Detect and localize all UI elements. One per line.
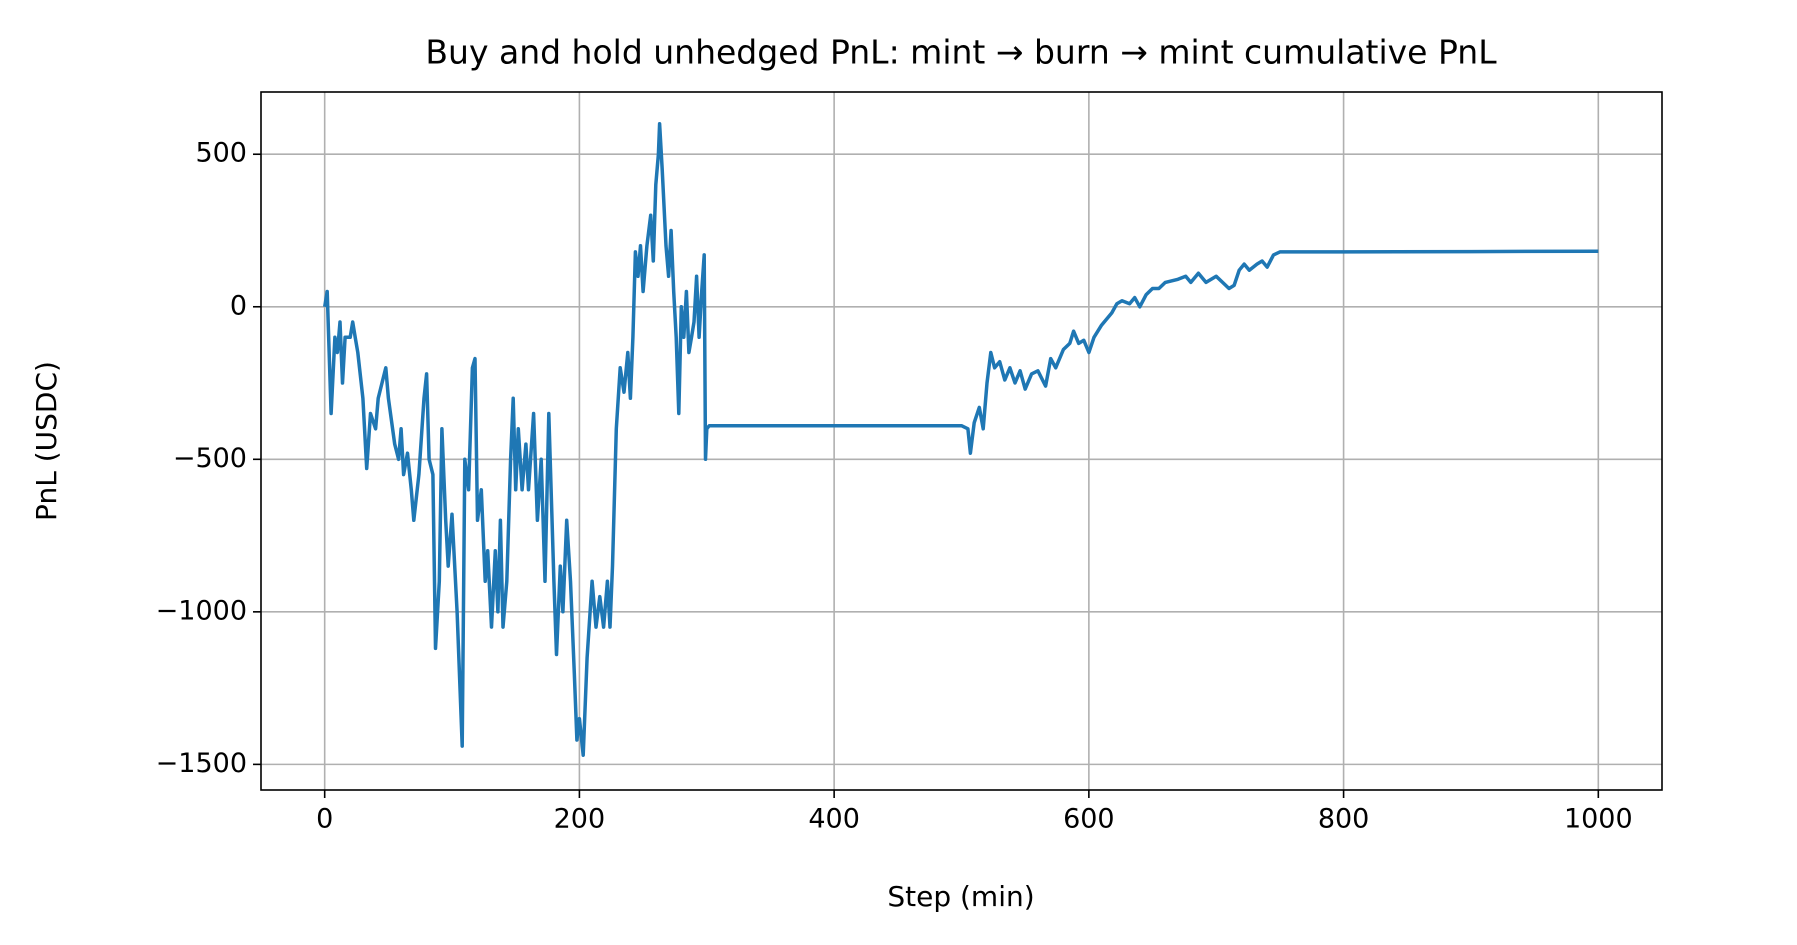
- x-tick-label: 400: [808, 804, 860, 835]
- data-line: [322, 121, 1599, 757]
- y-tick-label: 0: [230, 290, 247, 321]
- x-tick-label: 200: [554, 804, 606, 835]
- x-tick-label: 800: [1318, 804, 1370, 835]
- x-axis-label: Step (min): [887, 880, 1034, 913]
- x-tick-label: 600: [1063, 804, 1115, 835]
- chart-title: Buy and hold unhedged PnL: mint → burn →…: [425, 33, 1497, 72]
- y-tick-label: −1500: [156, 748, 247, 779]
- y-tick-label: −1000: [156, 595, 247, 626]
- x-tick-label: 0: [316, 804, 333, 835]
- x-tick-label: 1000: [1564, 804, 1633, 835]
- y-axis-label: PnL (USDC): [30, 361, 63, 521]
- y-tick-label: 500: [195, 138, 247, 169]
- y-tick-label: −500: [173, 443, 247, 474]
- plot-frame: [260, 91, 1663, 791]
